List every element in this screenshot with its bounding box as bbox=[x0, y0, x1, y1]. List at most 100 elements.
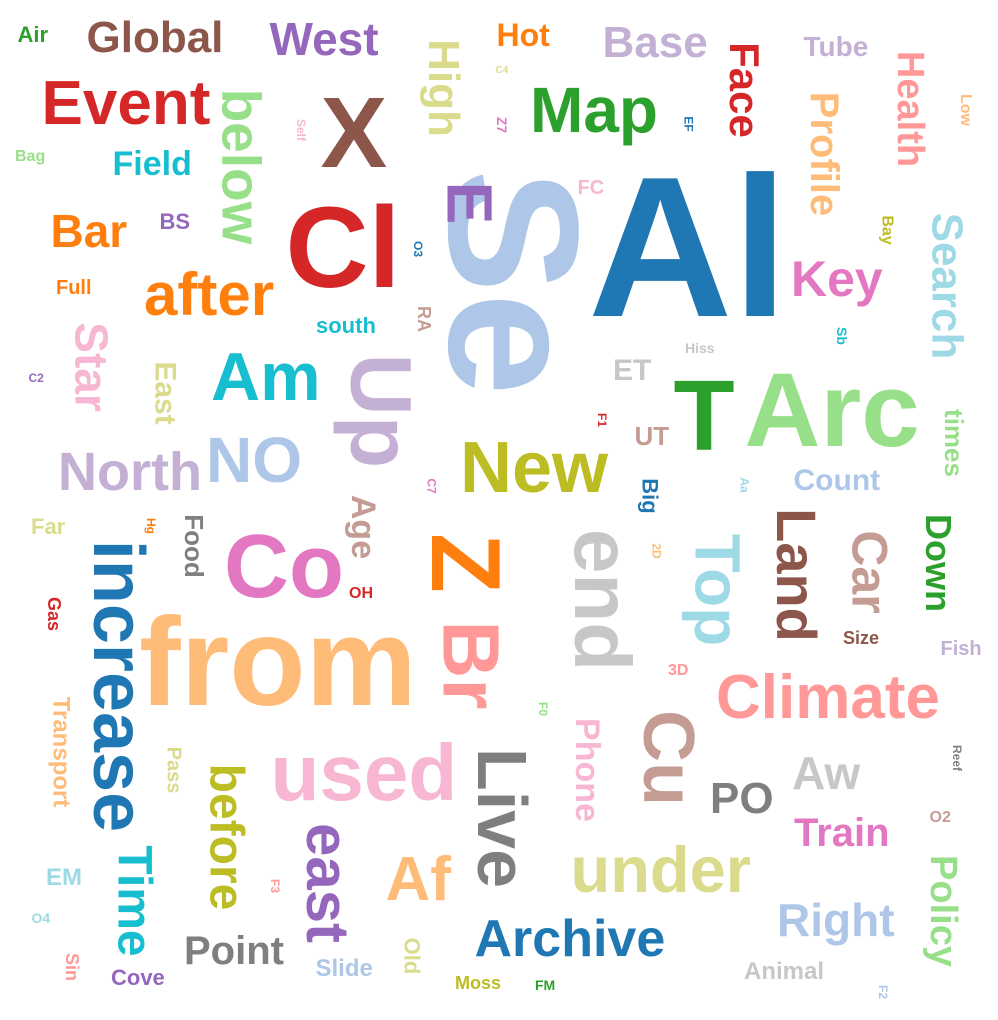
word-self: Self bbox=[294, 118, 309, 142]
word-transport: Transport bbox=[46, 696, 74, 808]
word-animal: Animal bbox=[744, 958, 825, 985]
word-key: Key bbox=[791, 251, 883, 307]
word-food: Food bbox=[178, 514, 209, 578]
word-old: Old bbox=[398, 937, 424, 975]
word-aa: Aa bbox=[737, 477, 752, 493]
word-count: Count bbox=[793, 464, 881, 497]
word-land: Land bbox=[764, 508, 828, 642]
word-fm: FM bbox=[535, 977, 556, 993]
word-health: Health bbox=[889, 50, 932, 168]
word-hg: Hg bbox=[144, 518, 158, 534]
word-cl: Cl bbox=[285, 183, 401, 312]
word-from: from bbox=[139, 592, 417, 732]
word-air: Air bbox=[17, 22, 49, 47]
word-end: end bbox=[558, 528, 648, 672]
word-x: X bbox=[320, 77, 388, 189]
word-profile: Profile bbox=[802, 91, 847, 217]
word-c4: C4 bbox=[495, 65, 509, 76]
word-face: Face bbox=[720, 42, 768, 138]
word-up: Up bbox=[331, 353, 428, 469]
word-af: Af bbox=[385, 845, 451, 914]
word-cu: Cu bbox=[627, 710, 708, 806]
word-east-upper: East bbox=[148, 361, 182, 425]
word-archive: Archive bbox=[474, 910, 666, 968]
word-z7: Z7 bbox=[494, 116, 511, 134]
word-em: EM bbox=[46, 864, 82, 891]
word-et: ET bbox=[613, 354, 652, 387]
word-3d: 3D bbox=[668, 662, 689, 679]
word-am: Am bbox=[211, 339, 321, 415]
word-bs: BS bbox=[159, 209, 191, 234]
word-ut: UT bbox=[634, 421, 670, 451]
word-fish: Fish bbox=[940, 638, 982, 660]
word-sb: Sb bbox=[833, 327, 850, 345]
word-policy: Policy bbox=[921, 855, 964, 967]
word-fc: FC bbox=[577, 177, 605, 199]
word-bay: Bay bbox=[878, 215, 896, 245]
word-new: New bbox=[460, 428, 609, 508]
word-right: Right bbox=[777, 894, 895, 946]
word-o2: O2 bbox=[929, 809, 951, 826]
word-o3: O3 bbox=[411, 240, 426, 258]
word-climate: Climate bbox=[716, 663, 940, 732]
word-bar: Bar bbox=[50, 205, 128, 257]
word-no: NO bbox=[206, 424, 302, 496]
word-top: Top bbox=[680, 533, 753, 647]
word-o4: O4 bbox=[31, 910, 51, 926]
word-search: Search bbox=[921, 212, 971, 360]
word-age: Age bbox=[344, 494, 383, 560]
word-down: Down bbox=[917, 514, 959, 612]
word-t: T bbox=[673, 360, 735, 472]
word-car: Car bbox=[841, 530, 898, 614]
word-star: Star bbox=[65, 322, 118, 412]
word-after: after bbox=[144, 261, 275, 328]
word-below: below bbox=[210, 88, 273, 244]
word-moss: Moss bbox=[455, 973, 502, 993]
word-map: Map bbox=[530, 74, 658, 146]
word-al: Al bbox=[588, 136, 788, 359]
word-oh: OH bbox=[349, 585, 373, 602]
word-cove: Cove bbox=[111, 965, 165, 990]
word-2d: 2D bbox=[649, 543, 664, 559]
word-under: under bbox=[570, 832, 752, 906]
word-z: Z bbox=[410, 533, 521, 593]
word-po: PO bbox=[710, 774, 774, 823]
word-far: Far bbox=[31, 514, 66, 539]
word-c2: C2 bbox=[28, 371, 44, 385]
word-f2: F2 bbox=[876, 984, 891, 1000]
word-train: Train bbox=[794, 811, 890, 855]
word-live: Live bbox=[463, 747, 542, 889]
word-full: Full bbox=[56, 277, 92, 299]
word-times: times bbox=[938, 409, 969, 477]
word-sin: Sin bbox=[62, 952, 83, 982]
word-base: Base bbox=[602, 18, 708, 67]
word-north: North bbox=[58, 442, 202, 502]
word-used: used bbox=[270, 728, 458, 817]
word-event: Event bbox=[41, 69, 211, 138]
word-west: West bbox=[269, 13, 379, 65]
word-east-lower: east bbox=[294, 822, 362, 944]
word-ra: RA bbox=[414, 306, 434, 332]
word-point: Point bbox=[184, 929, 284, 973]
word-time: Time bbox=[107, 845, 161, 957]
word-field: Field bbox=[112, 145, 192, 183]
word-phone: Phone bbox=[567, 718, 606, 822]
word-c7: C7 bbox=[424, 478, 439, 494]
word-reef: Reef bbox=[950, 744, 965, 772]
word-hiss: Hiss bbox=[685, 340, 715, 356]
word-hot: Hot bbox=[496, 17, 550, 53]
word-size: Size bbox=[843, 628, 880, 648]
word-high: High bbox=[418, 39, 468, 137]
word-global: Global bbox=[86, 13, 224, 62]
word-slide: Slide bbox=[315, 955, 373, 982]
word-gas: Gas bbox=[44, 596, 65, 632]
word-aw: Aw bbox=[792, 747, 861, 799]
word-pass: Pass bbox=[161, 746, 184, 794]
word-south: south bbox=[316, 313, 376, 338]
word-arc: Arc bbox=[744, 351, 920, 469]
word-f0: F0 bbox=[536, 701, 551, 717]
word-e: E bbox=[432, 181, 505, 225]
word-bag: Bag bbox=[15, 148, 46, 165]
word-low: Low bbox=[957, 94, 974, 126]
